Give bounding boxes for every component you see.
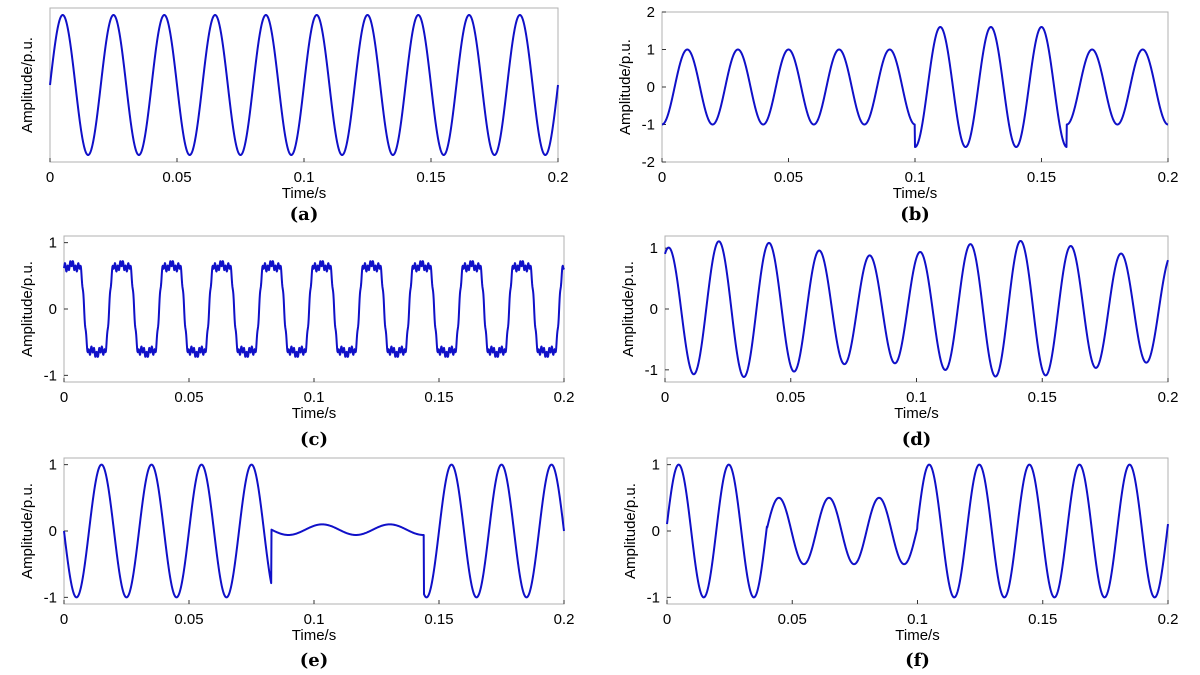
plot-frame bbox=[63, 235, 565, 383]
x-tick-label: 0.15 bbox=[1028, 389, 1057, 406]
subplot-caption: (c) bbox=[300, 429, 328, 450]
x-tick-label: 0.05 bbox=[776, 389, 805, 406]
x-tick-label: 0.1 bbox=[907, 611, 928, 628]
x-tick-label: 0.1 bbox=[294, 169, 315, 186]
y-tick-label: -1 bbox=[642, 117, 655, 134]
y-tick-label: -1 bbox=[647, 589, 660, 606]
y-axis-label: Amplitude/p.u. bbox=[19, 483, 36, 579]
subplot-5: 0 0.05 0.1 0.15 0.210-1Time/sAmplitude/p.u.(… bbox=[19, 457, 574, 671]
y-tick-label: -2 bbox=[642, 154, 655, 171]
x-tick-label: 0.15 bbox=[1028, 611, 1057, 628]
subplot-1: 0 0.05 0.1 0.15 0.2 Time/s Amplitude/p.u. (a) bbox=[19, 7, 569, 225]
subplot-2: 0 0.05 0.1 0.15 0.2 2 1 0 -1 -2 Time/s Amplitude/p.… bbox=[617, 4, 1178, 225]
waveform-series bbox=[63, 260, 565, 358]
x-axis-label: Time/s bbox=[292, 405, 336, 422]
y-tick-label: -1 bbox=[44, 589, 57, 606]
subplot-caption: (d) bbox=[902, 429, 932, 450]
x-tick-label: 0 bbox=[60, 389, 68, 406]
y-axis-label: Amplitude/p.u. bbox=[617, 39, 634, 135]
x-tick-label: 0 bbox=[46, 169, 54, 186]
y-tick-label: 1 bbox=[652, 457, 660, 474]
x-tick-label: 0.15 bbox=[1027, 169, 1056, 186]
subplot-caption: (e) bbox=[300, 650, 329, 671]
waveform-series bbox=[49, 14, 559, 156]
x-tick-label: 0.1 bbox=[906, 389, 927, 406]
y-tick-label: 1 bbox=[49, 457, 57, 474]
x-tick-label: 0.1 bbox=[304, 611, 325, 628]
x-axis-label: Time/s bbox=[893, 185, 937, 202]
subplot-3: 0 0.05 0.1 0.15 0.210-1Time/sAmplitude/p.u.(… bbox=[19, 235, 574, 450]
subplot-caption: (b) bbox=[900, 204, 930, 225]
x-tick-label: 0.15 bbox=[424, 389, 453, 406]
subplot-6: 0 0.05 0.1 0.15 0.210-1Time/sAmplitude/p.u.(… bbox=[622, 457, 1178, 671]
x-axis-label: Time/s bbox=[282, 185, 326, 202]
x-tick-label: 0.2 bbox=[1158, 611, 1179, 628]
waveform-series bbox=[661, 26, 1169, 148]
x-tick-label: 0.05 bbox=[174, 611, 203, 628]
x-tick-label: 0.2 bbox=[554, 611, 575, 628]
x-tick-label: 0.05 bbox=[778, 611, 807, 628]
x-axis-label: Time/s bbox=[894, 405, 938, 422]
subplot-caption: (a) bbox=[290, 204, 319, 225]
x-tick-label: 0.2 bbox=[1158, 389, 1179, 406]
x-tick-label: 0.2 bbox=[554, 389, 575, 406]
subplot-4: 0 0.05 0.1 0.15 0.210-1Time/sAmplitude/p.u.(… bbox=[620, 235, 1179, 450]
y-tick-label: -1 bbox=[44, 367, 57, 384]
x-tick-label: 0 bbox=[60, 611, 68, 628]
subplot-caption: (f) bbox=[905, 650, 930, 671]
x-tick-label: 0 bbox=[658, 169, 666, 186]
x-tick-label: 0.05 bbox=[774, 169, 803, 186]
y-tick-label: 1 bbox=[647, 42, 655, 59]
y-axis-label: Amplitude/p.u. bbox=[19, 37, 36, 133]
y-axis-label: Amplitude/p.u. bbox=[622, 483, 639, 579]
waveform-series bbox=[664, 239, 1169, 378]
x-tick-label: 0 bbox=[661, 389, 669, 406]
x-axis-label: Time/s bbox=[292, 627, 336, 644]
x-tick-label: 0 bbox=[663, 611, 671, 628]
y-axis-label: Amplitude/p.u. bbox=[620, 261, 637, 357]
y-tick-label: -1 bbox=[645, 362, 658, 379]
x-tick-label: 0.2 bbox=[548, 169, 569, 186]
x-axis-label: Time/s bbox=[895, 627, 939, 644]
y-axis-label: Amplitude/p.u. bbox=[19, 261, 36, 357]
x-tick-label: 0.1 bbox=[905, 169, 926, 186]
x-tick-label: 0.15 bbox=[424, 611, 453, 628]
waveform-series bbox=[63, 463, 565, 599]
x-tick-label: 0.05 bbox=[162, 169, 191, 186]
y-tick-label: 1 bbox=[49, 235, 57, 252]
y-tick-label: 2 bbox=[647, 4, 655, 21]
y-tick-label: 0 bbox=[650, 301, 658, 318]
x-tick-label: 0.05 bbox=[174, 389, 203, 406]
waveform-series bbox=[666, 463, 1169, 599]
y-tick-label: 0 bbox=[647, 79, 655, 96]
x-tick-label: 0.1 bbox=[304, 389, 325, 406]
y-tick-label: 0 bbox=[49, 523, 57, 540]
x-tick-label: 0.15 bbox=[416, 169, 445, 186]
y-tick-label: 1 bbox=[650, 240, 658, 257]
x-tick-label: 0.2 bbox=[1158, 169, 1179, 186]
y-tick-label: 0 bbox=[49, 301, 57, 318]
y-tick-label: 0 bbox=[652, 523, 660, 540]
